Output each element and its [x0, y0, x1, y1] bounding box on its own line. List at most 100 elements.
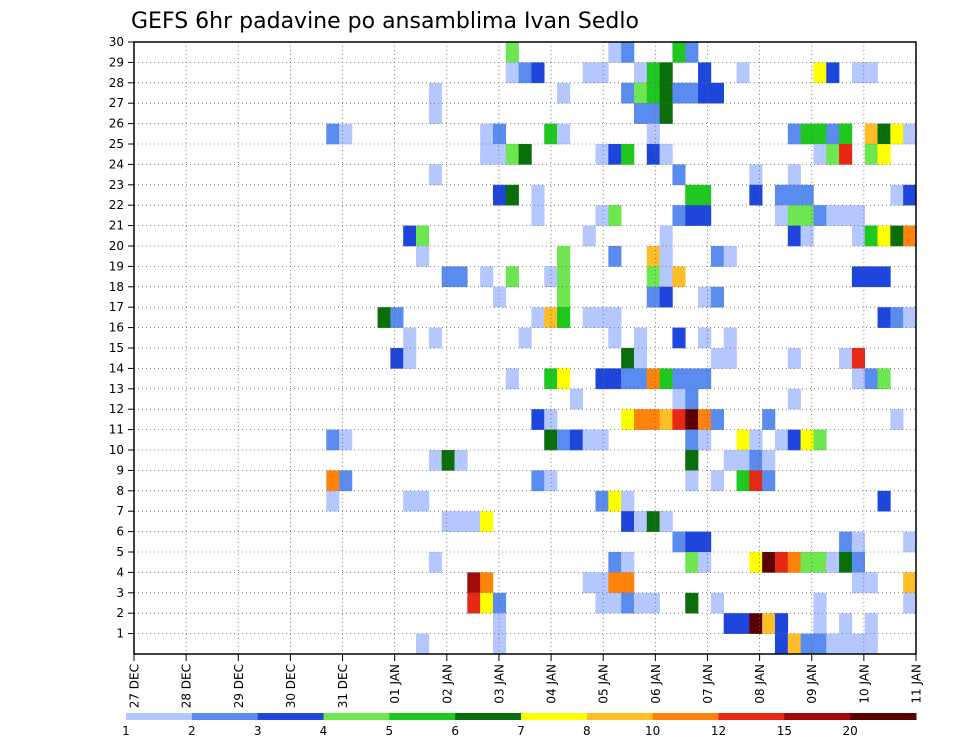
heatmap-cell: [544, 409, 558, 430]
heatmap-cell: [864, 62, 878, 84]
x-tick-label: 28 DEC: [180, 664, 194, 708]
heatmap-cell: [557, 307, 571, 328]
heatmap-cell: [903, 225, 917, 247]
heatmap-cell: [813, 613, 827, 634]
heatmap-cell: [864, 144, 878, 165]
heatmap-cell: [518, 144, 532, 165]
heatmap-cell: [672, 388, 686, 410]
y-tick-label: 5: [116, 545, 124, 559]
heatmap-cell: [505, 184, 519, 206]
heatmap-cell: [518, 62, 532, 84]
y-tick-label: 23: [109, 178, 124, 192]
heatmap-cell: [557, 246, 571, 267]
heatmap-cell: [416, 633, 430, 655]
heatmap-cell: [659, 246, 673, 267]
heatmap-cell: [480, 266, 494, 288]
heatmap-cell: [646, 82, 660, 104]
heatmap-cell: [582, 429, 596, 451]
y-tick-label: 21: [109, 219, 124, 233]
y-tick-label: 26: [109, 117, 124, 131]
x-tick-label: 07 JAN: [701, 664, 715, 704]
heatmap-cell: [659, 409, 673, 430]
heatmap-cell: [480, 511, 494, 532]
heatmap-cell: [672, 409, 686, 430]
heatmap-cell: [557, 368, 571, 390]
y-tick-label: 17: [109, 300, 124, 314]
colorbar-segment: [586, 713, 654, 720]
heatmap-cell: [698, 184, 712, 206]
heatmap-cell: [492, 592, 507, 614]
heatmap-cell: [851, 572, 866, 594]
y-tick-label: 9: [116, 463, 124, 477]
heatmap-cell: [864, 266, 878, 288]
heatmap-cell: [416, 490, 430, 512]
heatmap-cell: [762, 552, 776, 573]
heatmap-cell: [826, 144, 840, 165]
x-tick-label: 05 JAN: [597, 664, 611, 704]
heatmap-cell: [890, 307, 904, 328]
y-tick-label: 20: [109, 239, 124, 253]
heatmap-cell: [633, 368, 648, 390]
heatmap-cell: [633, 592, 648, 614]
heatmap-cell: [672, 164, 686, 186]
heatmap-cell: [800, 123, 814, 145]
y-tick-label: 4: [116, 565, 124, 579]
heatmap-cell: [403, 490, 417, 512]
x-tick-label: 01 JAN: [388, 664, 402, 704]
heatmap-cell: [544, 429, 558, 451]
heatmap-cell: [774, 552, 789, 573]
x-tick-label: 08 JAN: [753, 664, 767, 704]
heatmap-cell: [877, 307, 891, 328]
heatmap-cell: [467, 572, 481, 594]
heatmap-cell: [646, 368, 660, 390]
y-tick-label: 15: [109, 341, 124, 355]
heatmap-cell: [685, 450, 699, 471]
heatmap-cell: [826, 62, 840, 84]
x-tick-label: 02 JAN: [440, 664, 454, 704]
x-tick-label: 29 DEC: [232, 664, 246, 708]
x-tick-label: 03 JAN: [492, 664, 506, 704]
heatmap-cell: [685, 429, 699, 451]
heatmap-cell: [633, 327, 648, 349]
heatmap-cell: [710, 82, 725, 104]
heatmap-cell: [659, 103, 673, 124]
heatmap-cell: [531, 470, 545, 492]
heatmap-cell: [890, 409, 904, 430]
heatmap-cell: [890, 225, 904, 247]
heatmap-cell: [685, 531, 699, 553]
heatmap-cell: [710, 348, 725, 369]
y-tick-label: 12: [109, 402, 124, 416]
heatmap-cell: [621, 144, 635, 165]
heatmap-cell: [903, 592, 917, 614]
heatmap-cell: [621, 511, 635, 532]
heatmap-cell: [839, 123, 853, 145]
colorbar-label: 3: [254, 724, 262, 738]
heatmap-cell: [633, 511, 648, 532]
heatmap-cell: [851, 633, 866, 655]
heatmap-cell: [467, 511, 481, 532]
heatmap-cell: [710, 286, 725, 308]
heatmap-cell: [633, 348, 648, 369]
heatmap-cell: [659, 225, 673, 247]
heatmap-cell: [877, 368, 891, 390]
heatmap-cell: [723, 327, 737, 349]
y-tick-label: 6: [116, 525, 124, 539]
heatmap-cell: [492, 286, 507, 308]
heatmap-cell: [646, 409, 660, 430]
colorbar-segment: [652, 713, 719, 720]
y-tick-label: 16: [109, 321, 124, 335]
heatmap-cell: [813, 633, 827, 655]
heatmap-cell: [557, 286, 571, 308]
heatmap-cell: [608, 490, 622, 512]
heatmap-cell: [569, 429, 583, 451]
heatmap-cell: [659, 266, 673, 288]
heatmap-cell: [877, 490, 891, 512]
heatmap-cell: [608, 205, 622, 226]
colorbar-segment: [850, 713, 917, 720]
heatmap-cell: [762, 470, 776, 492]
heatmap-cell: [454, 266, 468, 288]
heatmap-cell: [428, 552, 442, 573]
heatmap-cell: [710, 409, 725, 430]
heatmap-cell: [813, 429, 827, 451]
heatmap-cell: [839, 348, 853, 369]
